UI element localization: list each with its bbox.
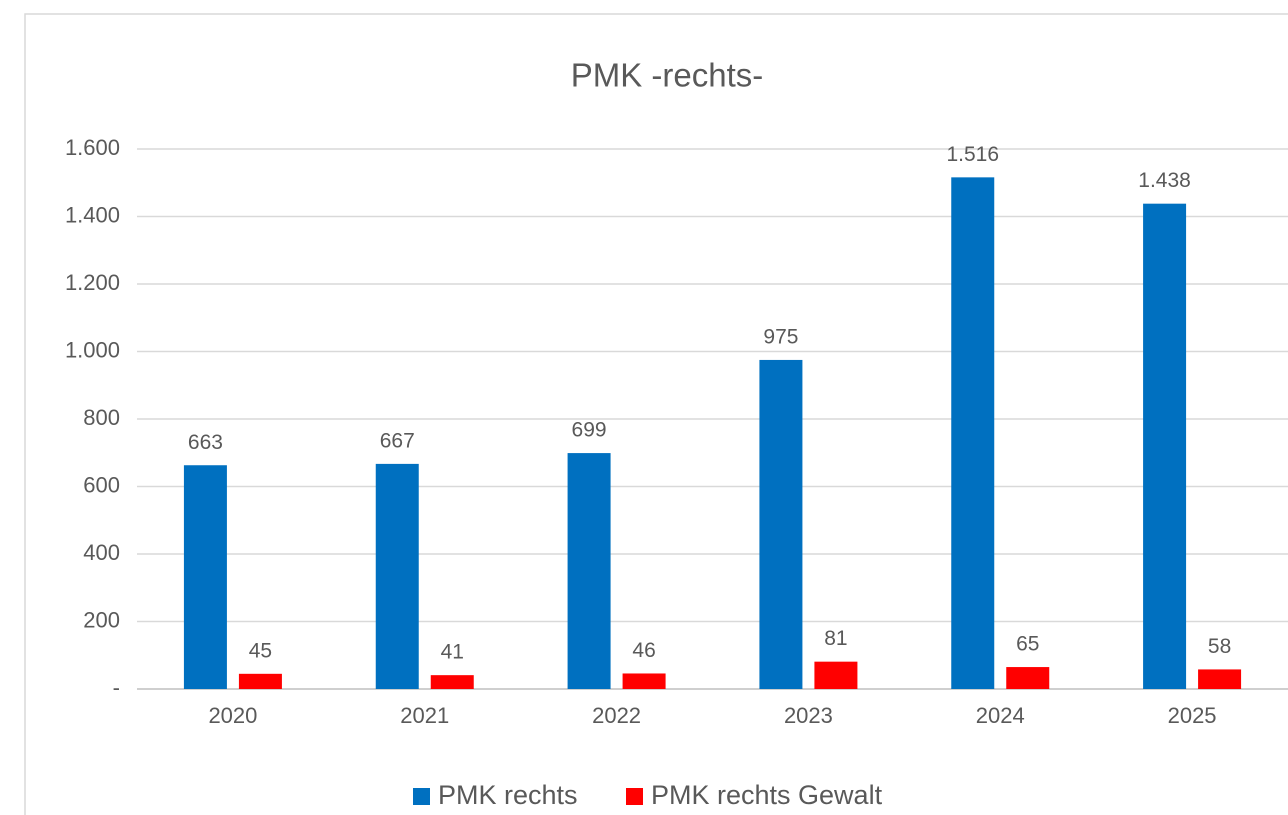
bar xyxy=(567,453,611,689)
chart-border xyxy=(24,13,1288,815)
x-tick-label: 2020 xyxy=(208,703,257,728)
data-label: 663 xyxy=(188,431,223,454)
data-label: 699 xyxy=(572,419,607,442)
bar xyxy=(1198,669,1242,689)
bar xyxy=(1143,203,1187,690)
legend-swatch xyxy=(626,788,643,805)
y-tick-label: 1.000 xyxy=(65,337,120,362)
bar xyxy=(238,673,282,689)
x-tick-label: 2025 xyxy=(1168,703,1217,728)
x-tick-label: 2023 xyxy=(784,703,833,728)
legend-label: PMK rechts Gewalt xyxy=(651,780,883,810)
y-tick-label: 1.600 xyxy=(65,135,120,160)
y-tick-label: 1.200 xyxy=(65,270,120,295)
data-label: 65 xyxy=(1016,633,1039,656)
data-label: 46 xyxy=(632,639,655,662)
bar xyxy=(814,661,858,689)
bar xyxy=(1006,667,1050,689)
data-label: 45 xyxy=(249,639,272,662)
chart-title: PMK -rechts- xyxy=(571,57,764,94)
legend-swatch xyxy=(413,788,430,805)
y-tick-label: 600 xyxy=(83,472,120,497)
bar xyxy=(951,177,995,689)
data-label: 1.516 xyxy=(946,143,999,166)
y-tick-label: 1.400 xyxy=(65,202,120,227)
y-tick-label: 800 xyxy=(83,405,120,430)
x-tick-label: 2022 xyxy=(592,703,641,728)
data-label: 667 xyxy=(380,429,415,452)
y-tick-label: 200 xyxy=(83,607,120,632)
legend-label: PMK rechts xyxy=(438,780,578,810)
data-label: 41 xyxy=(441,641,464,664)
bar xyxy=(759,359,803,689)
bar xyxy=(622,673,666,689)
data-label: 58 xyxy=(1208,635,1231,658)
x-tick-label: 2024 xyxy=(976,703,1025,728)
data-label: 1.438 xyxy=(1138,169,1191,192)
bar xyxy=(375,463,419,689)
x-tick-label: 2021 xyxy=(400,703,449,728)
data-label: 81 xyxy=(824,627,847,650)
y-tick-label: 400 xyxy=(83,540,120,565)
data-label: 975 xyxy=(763,325,798,348)
y-tick-label: - xyxy=(113,675,120,700)
bar xyxy=(183,465,227,689)
bar xyxy=(430,675,474,689)
